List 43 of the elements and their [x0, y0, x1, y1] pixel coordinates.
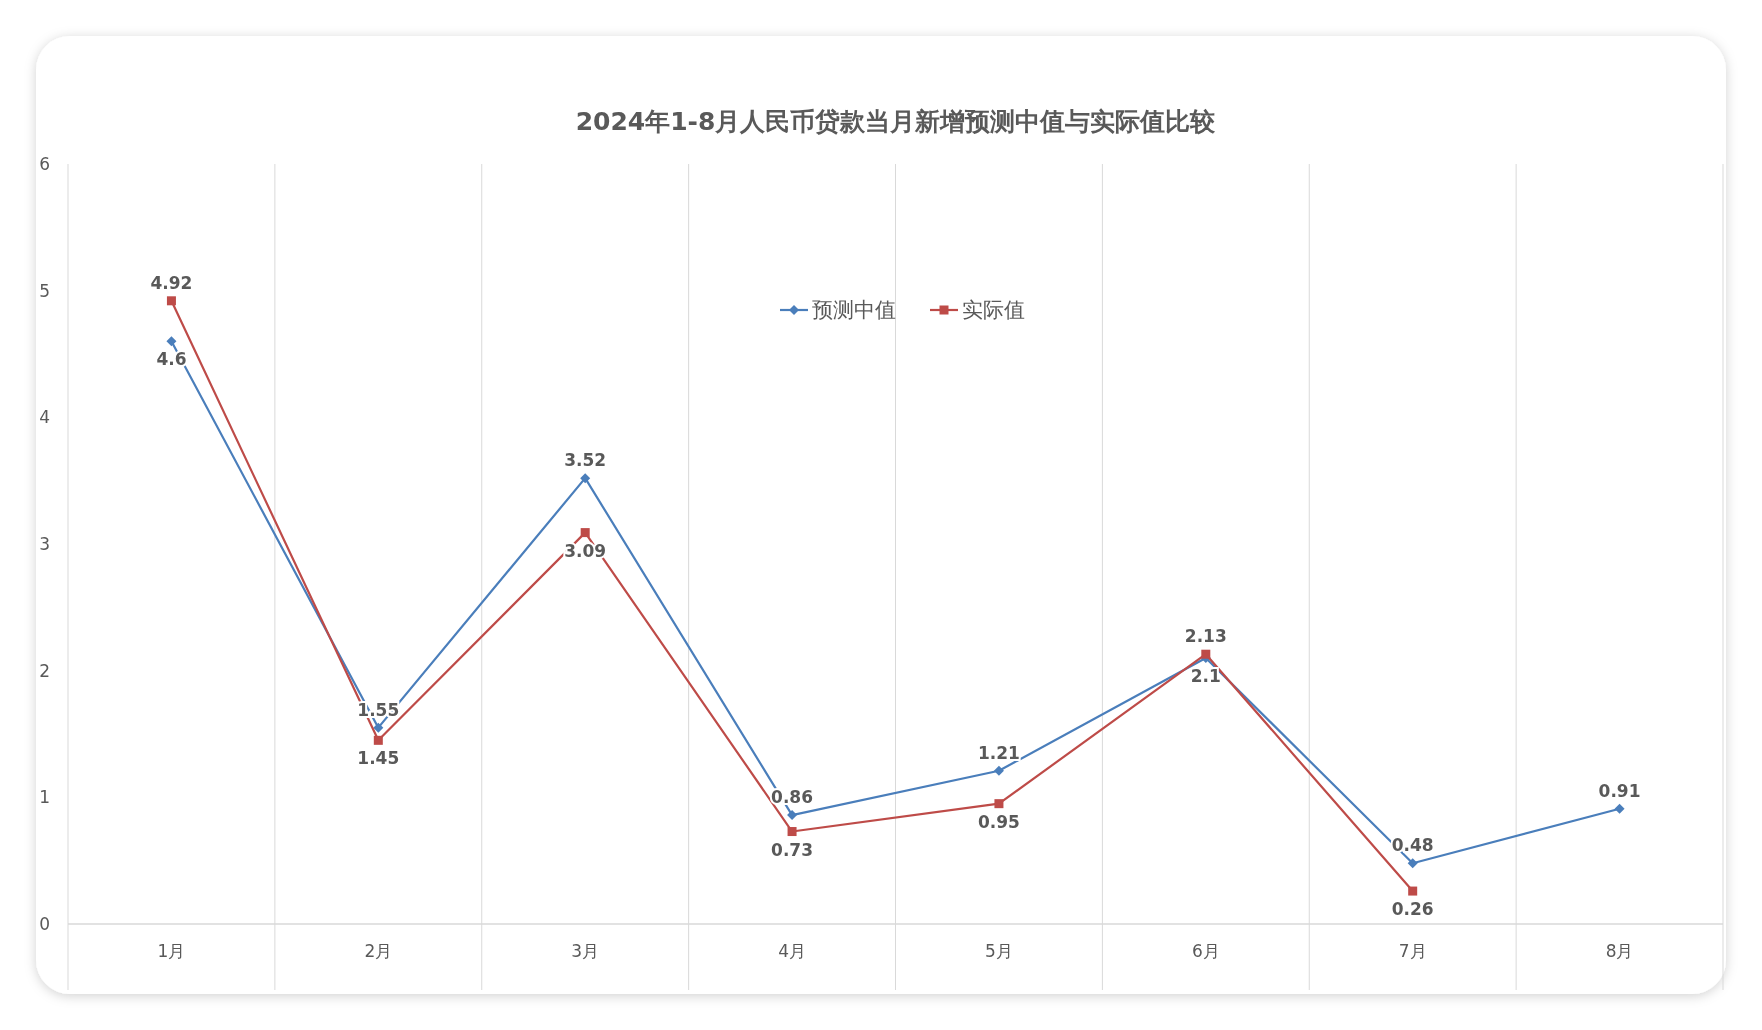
point [373, 722, 384, 733]
x-tick-label: 8月 [1605, 941, 1634, 961]
point [1408, 886, 1418, 896]
x-tick-label: 6月 [1191, 941, 1220, 961]
y-tick-label: 6 [39, 154, 50, 174]
point [994, 799, 1004, 809]
data-label: 0.95 [977, 811, 1020, 832]
data-label: 1.45 [357, 748, 400, 769]
y-tick-label: 3 [39, 534, 50, 554]
data-label: 2.13 [1184, 626, 1227, 647]
point [1201, 649, 1211, 659]
point [373, 735, 383, 745]
x-tick-label: 2月 [364, 941, 393, 961]
x-tick-label: 7月 [1398, 941, 1427, 961]
x-tick-label: 5月 [985, 941, 1013, 961]
data-label: 3.52 [564, 450, 607, 471]
y-tick-label: 2 [39, 660, 50, 681]
point [993, 765, 1004, 776]
y-tick-label: 4 [39, 407, 50, 428]
data-label: 1.21 [977, 742, 1020, 763]
y-tick-label: 1 [39, 787, 50, 808]
x-tick-label: 4月 [778, 941, 806, 961]
data-label: 4.92 [150, 272, 193, 293]
y-tick-label: 5 [39, 280, 50, 301]
data-label: 2.1 [1190, 666, 1221, 686]
data-label: 0.73 [771, 839, 814, 860]
point [1407, 858, 1418, 869]
y-tick-label: 0 [39, 914, 50, 934]
x-tick-label: 3月 [571, 941, 600, 961]
point [787, 810, 798, 821]
point [166, 336, 177, 347]
legend-label: 实际值 [962, 298, 1025, 322]
point [580, 473, 591, 484]
point [166, 296, 176, 306]
data-label: 0.48 [1391, 835, 1434, 856]
chart-title: 2024年1-8月人民币贷款当月新增预测中值与实际值比较 [575, 107, 1217, 136]
point [580, 528, 590, 538]
data-label: 0.91 [1598, 780, 1641, 801]
point [787, 827, 797, 837]
point [1614, 803, 1625, 814]
x-tick-label: 1月 [157, 941, 186, 961]
data-label: 0.26 [1391, 899, 1434, 920]
legend-label: 预测中值 [812, 298, 896, 322]
